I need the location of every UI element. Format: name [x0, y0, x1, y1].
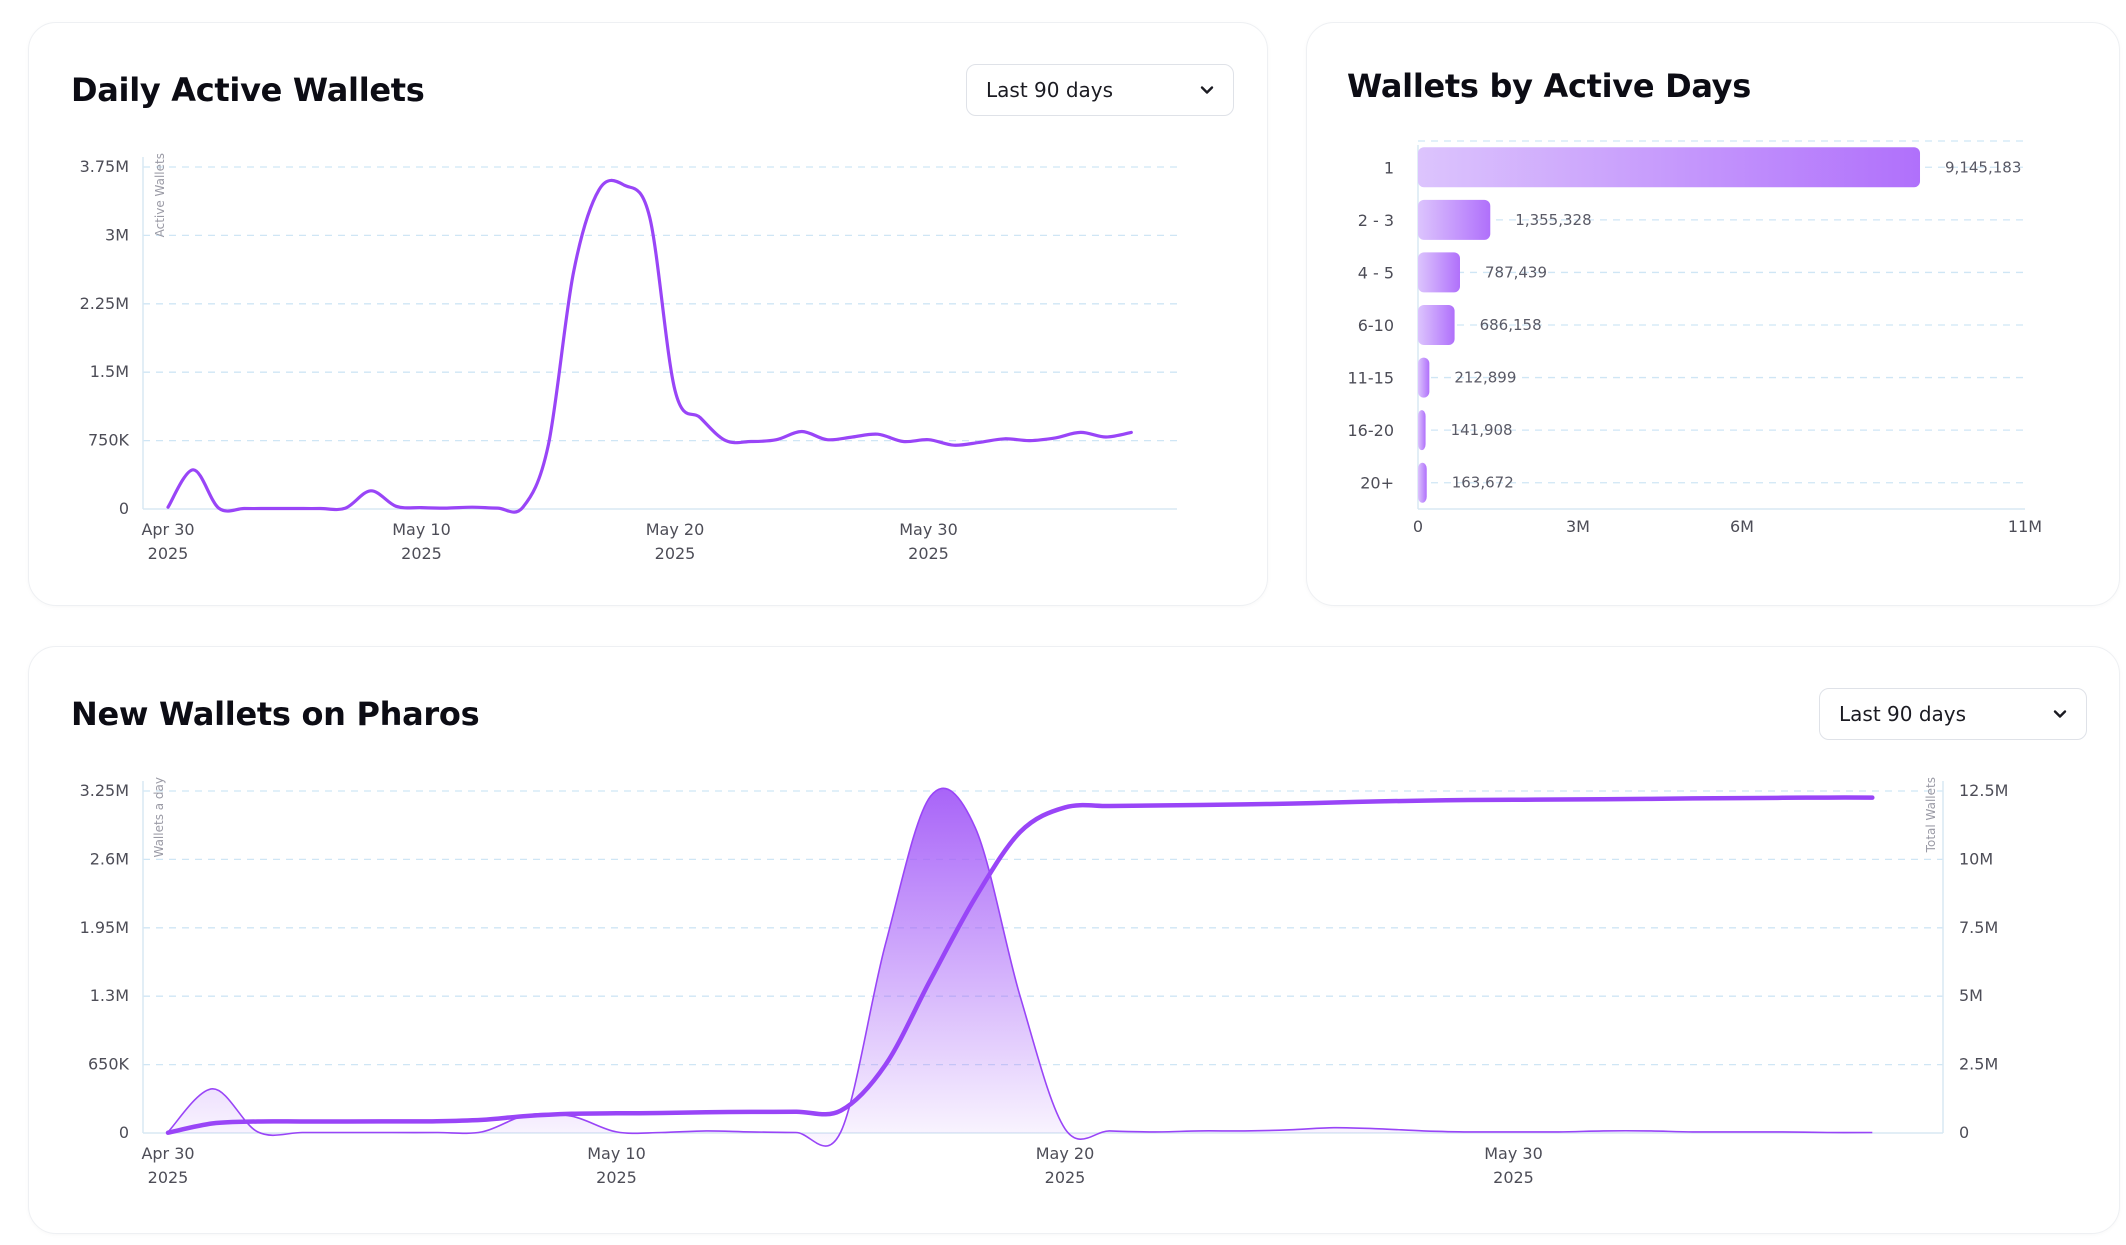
value-label: 212,899 [1454, 369, 1516, 387]
y-tick-label: 3.75M [80, 157, 129, 176]
x-tick-label: May 10 [392, 520, 451, 539]
new-wallets-range-select[interactable]: Last 90 days [1819, 688, 2087, 740]
daily-active-wallets-card: Daily Active Wallets Last 90 days 0 750K 1… [28, 22, 1268, 606]
bar [1418, 199, 1491, 240]
x-tick-label: 0 [1413, 517, 1423, 536]
y-tick-label: 3M [105, 225, 129, 244]
daily-wallets-line [167, 787, 1873, 1147]
x-tick-year: 2025 [1493, 1168, 1534, 1187]
daily-wallets-area [168, 788, 1873, 1147]
bar [1418, 462, 1427, 503]
category-label: 4 - 5 [1358, 263, 1394, 282]
y-right-tick-label: 5M [1959, 986, 1983, 1005]
x-tick-year: 2025 [148, 1168, 189, 1187]
new-wallets-title: New Wallets on Pharos [71, 695, 480, 733]
x-tick-label: 3M [1566, 517, 1590, 536]
y-tick-label: 2.25M [80, 294, 129, 313]
value-label: 9,145,183 [1945, 158, 2021, 176]
daily-active-wallets-chart: 0 750K 1.5M 2.25M 3M 3.75M Active Wallets Apr 3… [80, 153, 1177, 563]
category-label: 20+ [1360, 474, 1394, 493]
y-left-tick-label: 1.3M [90, 986, 129, 1005]
y-tick-label: 0 [119, 499, 129, 518]
y-tick-label: 1.5M [90, 362, 129, 381]
category-label: 16-20 [1348, 421, 1395, 440]
x-tick-label: Apr 30 [141, 520, 194, 539]
x-tick-label: May 20 [1036, 1144, 1095, 1163]
daily-active-range-select[interactable]: Last 90 days [966, 64, 1234, 116]
y-right-tick-label: 12.5M [1959, 781, 2008, 800]
x-tick-label: May 30 [899, 520, 958, 539]
x-tick-year: 2025 [655, 544, 696, 563]
x-tick-label: May 10 [587, 1144, 646, 1163]
category-label: 2 - 3 [1358, 211, 1394, 230]
y-left-tick-label: 2.6M [90, 849, 129, 868]
x-tick-label: 6M [1730, 517, 1754, 536]
wallets-by-active-days-card: Wallets by Active Days 0 3M 6M 11M 1 9,145,18… [1306, 22, 2120, 606]
value-label: 163,672 [1452, 474, 1514, 492]
active-wallets-line [166, 178, 1133, 514]
new-wallets-range-label: Last 90 days [1839, 702, 1967, 726]
value-label: 787,439 [1485, 263, 1547, 281]
y-right-axis-label: Total Wallets [1924, 777, 1938, 853]
x-tick-label: Apr 30 [141, 1144, 194, 1163]
bar [1418, 252, 1460, 293]
wallets-by-active-days-chart: 0 3M 6M 11M 1 9,145,183 2 - 3 1,355,328 4 - 5 787… [1348, 140, 2042, 536]
category-label: 6-10 [1358, 316, 1394, 335]
y-left-tick-label: 1.95M [80, 918, 129, 937]
x-tick-year: 2025 [148, 544, 189, 563]
y-tick-label: 750K [88, 431, 130, 450]
y-left-tick-label: 650K [88, 1055, 130, 1074]
bar [1418, 410, 1426, 451]
y-right-tick-label: 7.5M [1959, 918, 1998, 937]
chevron-down-icon [2052, 709, 2068, 719]
daily-active-range-label: Last 90 days [986, 78, 1114, 102]
wallets-by-active-days-title: Wallets by Active Days [1347, 67, 1751, 105]
x-tick-year: 2025 [596, 1168, 637, 1187]
value-label: 1,355,328 [1515, 211, 1591, 229]
chevron-down-icon [1199, 85, 1215, 95]
new-wallets-card: New Wallets on Pharos Last 90 days 0 650K… [28, 646, 2120, 1234]
category-label: 11-15 [1348, 369, 1395, 388]
y-left-axis-label: Wallets a day [152, 777, 166, 858]
x-tick-year: 2025 [908, 544, 949, 563]
x-tick-year: 2025 [401, 544, 442, 563]
y-right-tick-label: 0 [1959, 1123, 1969, 1142]
value-label: 141,908 [1451, 421, 1513, 439]
daily-active-wallets-title: Daily Active Wallets [71, 71, 425, 109]
total-wallets-line [165, 795, 1875, 1135]
new-wallets-chart: 0 650K 1.3M 1.95M 2.6M 3.25M 0 2.5M 5M 7.5M 10M 12.… [80, 777, 2009, 1187]
y-left-tick-label: 0 [119, 1123, 129, 1142]
y-right-tick-label: 10M [1959, 849, 1993, 868]
x-tick-year: 2025 [1045, 1168, 1086, 1187]
x-tick-label: May 20 [646, 520, 705, 539]
y-right-tick-label: 2.5M [1959, 1055, 1998, 1074]
y-axis-label: Active Wallets [153, 153, 167, 237]
bar [1418, 305, 1455, 345]
y-left-tick-label: 3.25M [80, 781, 129, 800]
value-label: 686,158 [1480, 316, 1542, 334]
bar [1418, 357, 1430, 398]
x-tick-label: May 30 [1484, 1144, 1543, 1163]
category-label: 1 [1384, 158, 1394, 177]
x-tick-label: 11M [2008, 517, 2042, 536]
bar [1418, 147, 1921, 188]
